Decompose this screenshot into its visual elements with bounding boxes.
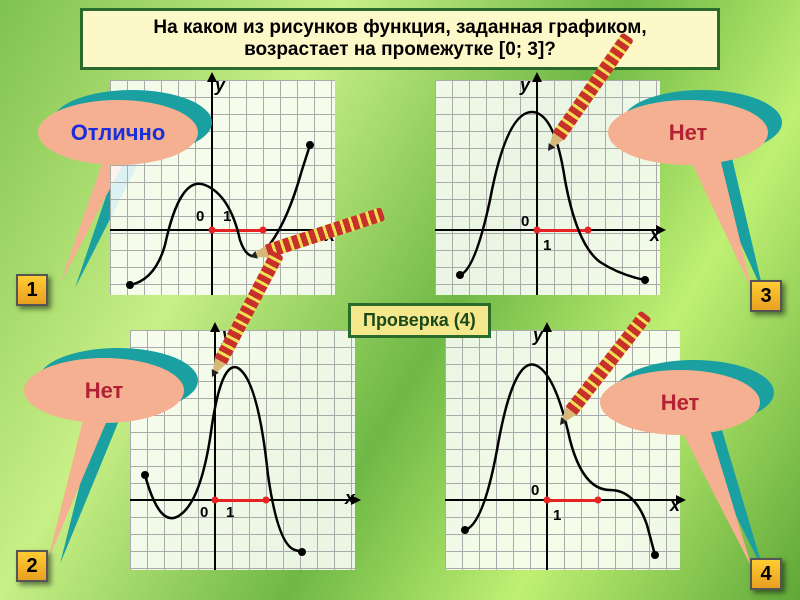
option-badge-2[interactable]: 2 (16, 550, 48, 582)
callout-bubble: Отлично (38, 100, 198, 165)
option-badge-1[interactable]: 1 (16, 274, 48, 306)
option-badge-3[interactable]: 3 (750, 280, 782, 312)
callout-bubble: Нет (600, 370, 760, 435)
callout-bubble: Нет (24, 358, 184, 423)
check-button[interactable]: Проверка (4) (348, 303, 491, 338)
option-badge-4[interactable]: 4 (750, 558, 782, 590)
callout-bubble: Нет (608, 100, 768, 165)
question-line1: На каком из рисунков функция, заданная г… (103, 17, 697, 39)
